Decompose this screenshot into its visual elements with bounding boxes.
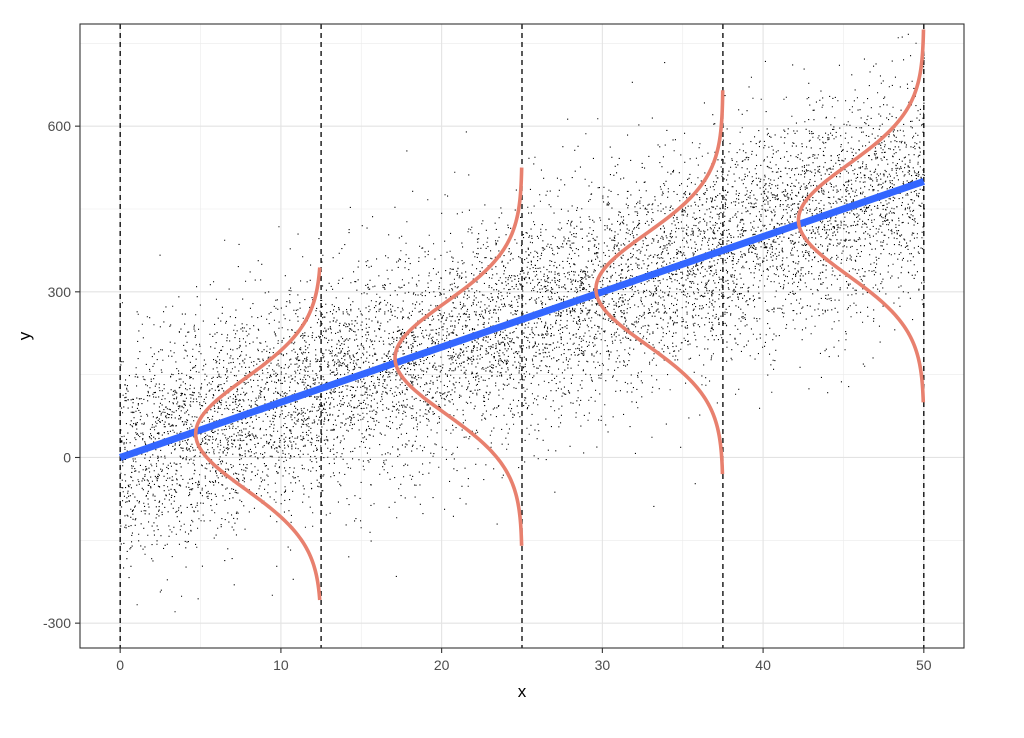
density-curve xyxy=(393,167,524,546)
regression-line xyxy=(119,178,925,461)
regression-fit-line xyxy=(119,178,925,461)
x-tick-label: 50 xyxy=(916,657,932,673)
x-tick-label: 40 xyxy=(755,657,771,673)
scatter-point-cloud xyxy=(120,33,925,613)
density-curve xyxy=(594,90,725,475)
x-tick-label: 0 xyxy=(116,657,124,673)
x-tick-label: 30 xyxy=(595,657,611,673)
y-tick-label: 300 xyxy=(48,284,72,300)
x-tick-label: 10 xyxy=(273,657,289,673)
scatter-points xyxy=(120,33,925,613)
density-curve xyxy=(796,29,926,403)
dashed-vertical-lines xyxy=(119,24,925,648)
plot-panel-border xyxy=(79,23,965,649)
y-tick-label: 0 xyxy=(63,449,71,465)
y-tick-label: 600 xyxy=(48,118,72,134)
x-axis-title: x xyxy=(518,682,527,701)
density-curve xyxy=(193,267,322,601)
x-tick-label: 20 xyxy=(434,657,450,673)
y-axis-title: y xyxy=(15,331,34,340)
y-tick-label: -300 xyxy=(43,615,71,631)
x-axis-ticks: 0 10 20 30 40 50 xyxy=(116,648,932,673)
y-axis-ticks: -300 0 300 600 xyxy=(43,118,80,631)
density-curves xyxy=(193,29,926,601)
